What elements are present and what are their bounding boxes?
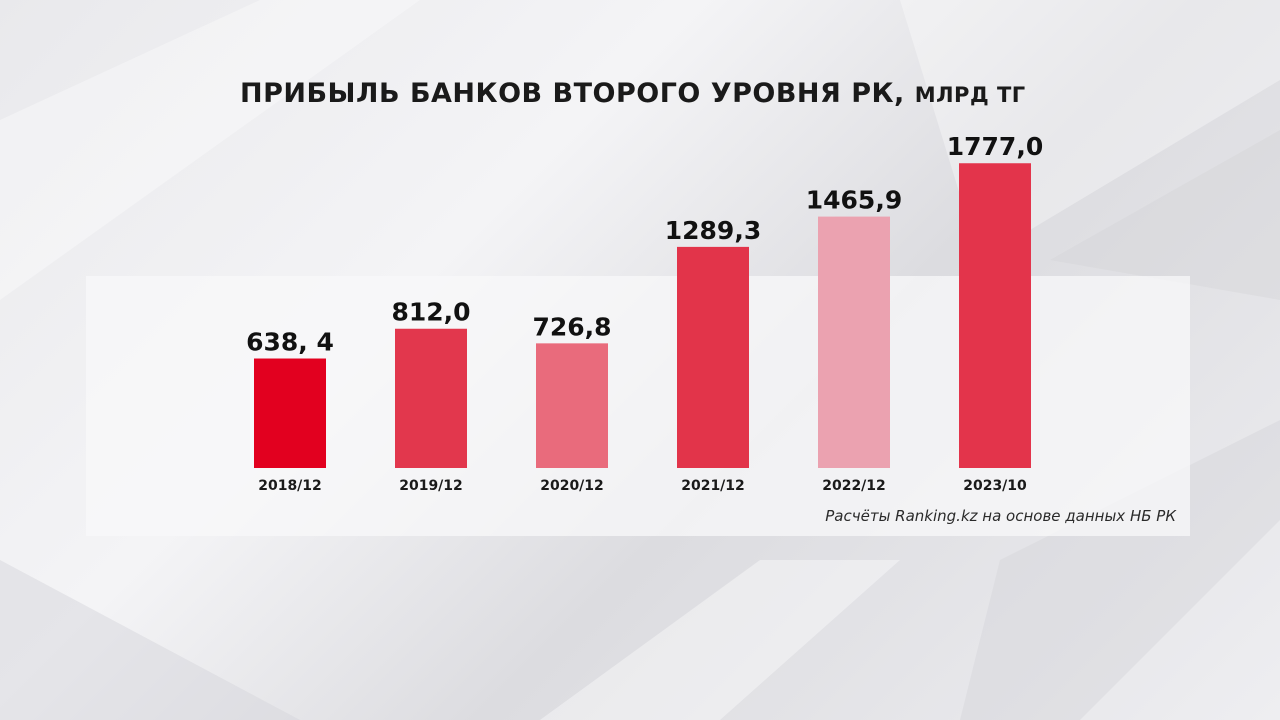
bar-2021-12 <box>677 246 749 468</box>
bar-2023-10 <box>959 163 1031 468</box>
category-label: 2022/12 <box>822 478 886 494</box>
chart-title: ПРИБЫЛЬ БАНКОВ ВТОРОГО УРОВНЯ РК, МЛРД Т… <box>240 78 1140 109</box>
category-label: 2021/12 <box>681 478 745 494</box>
value-label: 638, 4 <box>246 328 334 357</box>
category-label: 2018/12 <box>258 478 322 494</box>
value-label: 812,0 <box>391 298 470 327</box>
value-label: 1289,3 <box>665 216 761 245</box>
bar-2018-12 <box>254 358 326 468</box>
value-label: 1777,0 <box>947 132 1043 161</box>
category-label: 2019/12 <box>399 478 463 494</box>
chart-title-unit: МЛРД ТГ <box>914 83 1026 107</box>
bar-2019-12 <box>395 328 467 468</box>
value-label: 1465,9 <box>806 186 902 215</box>
bar-2020-12 <box>536 343 608 468</box>
chart-title-text: ПРИБЫЛЬ БАНКОВ ВТОРОГО УРОВНЯ РК, <box>240 78 905 109</box>
bar-2022-12 <box>818 216 890 468</box>
source-note: Расчёты Ranking.kz на основе данных НБ Р… <box>825 507 1176 525</box>
category-label: 2020/12 <box>540 478 604 494</box>
category-label: 2023/10 <box>963 478 1027 494</box>
value-label: 726,8 <box>532 312 611 341</box>
